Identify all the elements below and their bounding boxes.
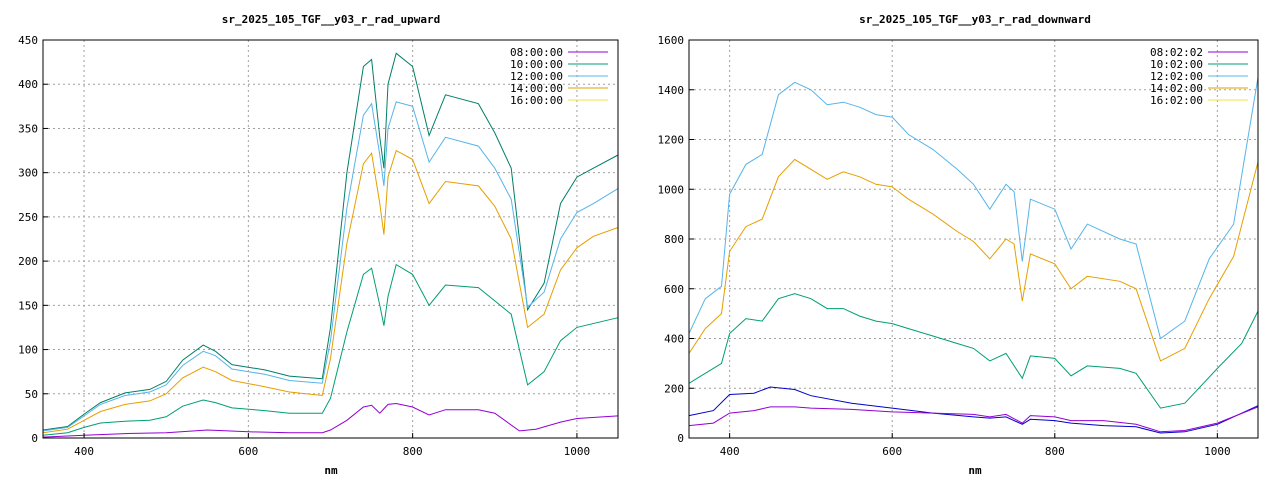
legend-label: 10:00:00 (510, 58, 563, 71)
y-tick-label: 200 (664, 382, 684, 395)
legend-label: 10:02:00 (1150, 58, 1203, 71)
y-tick-label: 600 (664, 283, 684, 296)
upward-chart: sr_2025_105_TGF__y03_r_rad_upward nm 400… (18, 13, 619, 477)
x-tick-label: 400 (74, 445, 94, 458)
y-tick-label: 1400 (658, 84, 685, 97)
y-tick-label: 300 (18, 167, 38, 180)
legend-label: 08:02:02 (1150, 46, 1203, 59)
y-tick-label: 0 (677, 432, 684, 445)
x-tick-label: 400 (720, 445, 740, 458)
y-tick-label: 450 (18, 34, 38, 47)
legend-label: 14:02:00 (1150, 82, 1203, 95)
y-tick-label: 200 (18, 255, 38, 268)
y-tick-label: 350 (18, 122, 38, 135)
y-tick-label: 0 (31, 432, 38, 445)
series-line-extra (42, 52, 619, 431)
plot-frame (42, 39, 619, 439)
chart-title: sr_2025_105_TGF__y03_r_rad_downward (859, 13, 1091, 26)
x-tick-label: 600 (882, 445, 902, 458)
legend-label: 16:00:00 (510, 94, 563, 107)
series-line (688, 158, 1259, 362)
series-line (688, 77, 1259, 340)
y-tick-label: 1600 (658, 34, 685, 47)
y-tick-label: 1200 (658, 134, 685, 147)
y-tick-label: 150 (18, 299, 38, 312)
y-tick-label: 100 (18, 344, 38, 357)
y-tick-label: 50 (25, 388, 38, 401)
x-tick-label: 800 (403, 445, 423, 458)
legend-label: 16:02:00 (1150, 94, 1203, 107)
x-tick-label: 1000 (564, 445, 591, 458)
y-tick-label: 400 (18, 78, 38, 91)
series-line (688, 293, 1259, 409)
series-line (42, 263, 619, 436)
series-line-extra (688, 386, 1259, 434)
chart-title: sr_2025_105_TGF__y03_r_rad_upward (222, 13, 441, 26)
series-line (688, 406, 1259, 433)
legend-label: 14:00:00 (510, 82, 563, 95)
series-line (42, 149, 619, 434)
x-axis-label: nm (324, 464, 338, 477)
legend-label: 12:00:00 (510, 70, 563, 83)
legend-label: 08:00:00 (510, 46, 563, 59)
legend-label: 12:02:00 (1150, 70, 1203, 83)
y-tick-label: 800 (664, 233, 684, 246)
y-tick-label: 1000 (658, 183, 685, 196)
y-tick-label: 400 (664, 333, 684, 346)
downward-chart: sr_2025_105_TGF__y03_r_rad_downward nm 4… (658, 13, 1259, 477)
series-line (42, 402, 619, 438)
x-tick-label: 800 (1045, 445, 1065, 458)
x-tick-label: 600 (238, 445, 258, 458)
x-tick-label: 1000 (1204, 445, 1231, 458)
x-axis-label: nm (968, 464, 982, 477)
series-line (42, 101, 619, 432)
y-tick-label: 250 (18, 211, 38, 224)
